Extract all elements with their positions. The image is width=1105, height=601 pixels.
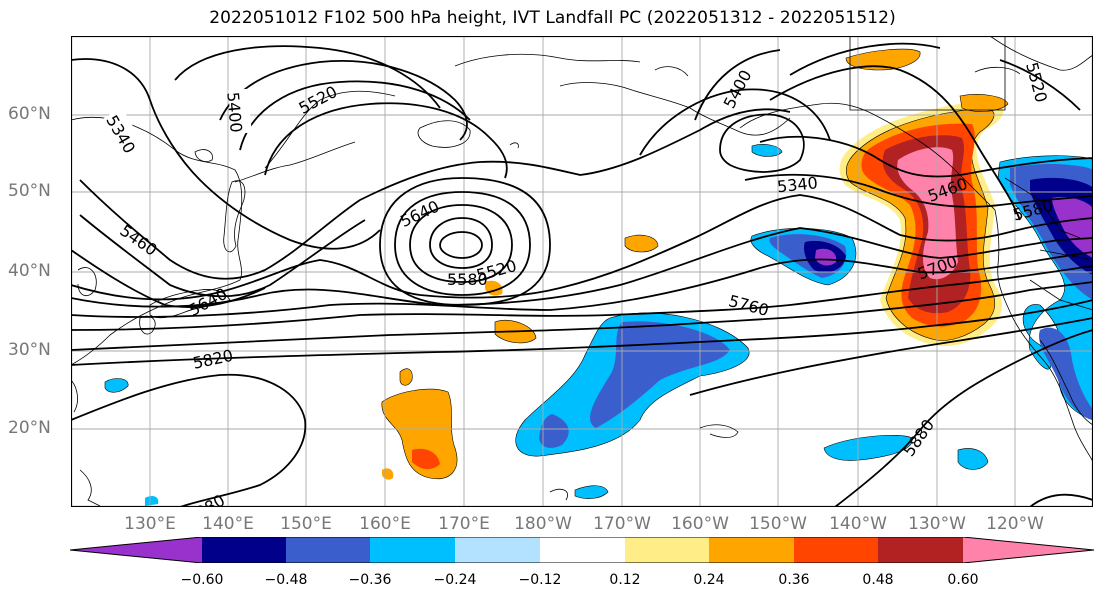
colorbar-tick-label: 0.24 [693,572,725,588]
lon-label-170w: 170°W [593,514,651,534]
colorbar-tick-label: 0.12 [609,572,641,588]
map-border [71,36,1093,507]
lon-label-160e: 160°E [359,514,411,534]
colorbar-bin-10 [963,537,1094,563]
colorbar-bin-2 [286,537,370,563]
colorbar-tick-label: −0.36 [348,572,392,588]
lon-label-120w: 120°W [986,514,1044,534]
colorbar [70,537,1094,563]
lon-label-180w: 180°W [514,514,572,534]
lat-label-20n: 20°N [8,418,51,438]
contour-label-5400-west: 5400 [223,91,245,133]
colorbar-bin-7 [709,537,794,563]
lon-label-160w: 160°W [671,514,729,534]
colorbar-tick-label: −0.24 [433,572,477,588]
colorbar-bin-1 [202,537,286,563]
lon-label-140w: 140°W [829,514,887,534]
lat-label-30n: 30°N [8,340,51,360]
map-svg: 5340 5400 5520 5460 5640 5820 5640 5580 … [71,36,1093,507]
colorbar-tick-label: −0.60 [180,572,224,588]
colorbar-bin-9 [878,537,963,563]
colorbar-tick-label: 0.36 [778,572,810,588]
lon-label-150e: 150°E [280,514,332,534]
lon-label-170e: 170°E [438,514,490,534]
coastlines [71,36,1093,507]
height-contours [71,42,1093,507]
colorbar-bin-6 [625,537,709,563]
contour-label-5580-low: 5580 [447,270,488,289]
colorbar-bin-3 [370,537,455,563]
lon-label-130e: 130°E [124,514,176,534]
colorbar-bin-8 [794,537,878,563]
negative-anomaly-shading [104,144,1093,506]
colorbar-bin-5 [540,537,625,563]
colorbar-bin-4 [455,537,540,563]
lon-label-150w: 150°W [749,514,807,534]
colorbar-tick-label: −0.12 [518,572,562,588]
lat-label-40n: 40°N [8,261,51,281]
contour-label-5340-east: 5340 [776,173,818,196]
lon-label-130w: 130°W [908,514,966,534]
lon-label-140e: 140°E [202,514,254,534]
colorbar-tick-label: 0.60 [947,572,979,588]
map-title: 2022051012 F102 500 hPa height, IVT Land… [209,8,896,28]
map-panel: 5340 5400 5520 5460 5640 5820 5640 5580 … [71,36,1093,507]
lat-label-60n: 60°N [8,104,51,124]
colorbar-tick-label: −0.48 [264,572,308,588]
colorbar-bin-0 [70,537,202,563]
colorbar-tick-label: 0.48 [862,572,894,588]
lat-label-50n: 50°N [8,181,51,201]
